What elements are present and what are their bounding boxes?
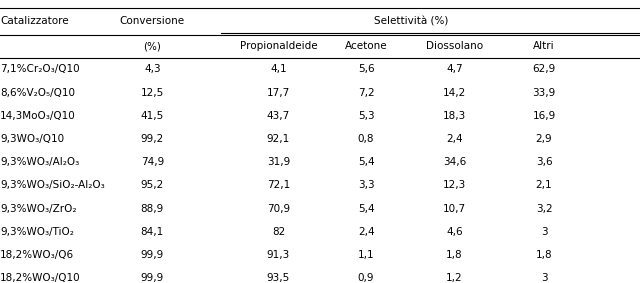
Text: 99,2: 99,2 [141, 134, 164, 144]
Text: 62,9: 62,9 [532, 64, 556, 74]
Text: Altri: Altri [533, 41, 555, 51]
Text: 9,3%WO₃/Al₂O₃: 9,3%WO₃/Al₂O₃ [0, 157, 79, 167]
Text: 5,3: 5,3 [358, 111, 374, 121]
Text: 95,2: 95,2 [141, 180, 164, 190]
Text: 93,5: 93,5 [267, 273, 290, 283]
Text: 2,9: 2,9 [536, 134, 552, 144]
Text: 4,3: 4,3 [144, 64, 161, 74]
Text: 3,3: 3,3 [358, 180, 374, 190]
Text: 0,9: 0,9 [358, 273, 374, 283]
Text: 9,3%WO₃/SiO₂-Al₂O₃: 9,3%WO₃/SiO₂-Al₂O₃ [0, 180, 105, 190]
Text: 7,1%Cr₂O₃/Q10: 7,1%Cr₂O₃/Q10 [0, 64, 79, 74]
Text: 12,3: 12,3 [443, 180, 466, 190]
Text: 0,8: 0,8 [358, 134, 374, 144]
Text: 70,9: 70,9 [267, 203, 290, 214]
Text: 34,6: 34,6 [443, 157, 466, 167]
Text: 3,2: 3,2 [536, 203, 552, 214]
Text: 9,3%WO₃/TiO₂: 9,3%WO₃/TiO₂ [0, 227, 74, 237]
Text: Catalizzatore: Catalizzatore [0, 16, 68, 26]
Text: 9,3WO₃/Q10: 9,3WO₃/Q10 [0, 134, 64, 144]
Text: 3: 3 [541, 273, 547, 283]
Text: 2,1: 2,1 [536, 180, 552, 190]
Text: 72,1: 72,1 [267, 180, 290, 190]
Text: 18,3: 18,3 [443, 111, 466, 121]
Text: 88,9: 88,9 [141, 203, 164, 214]
Text: 99,9: 99,9 [141, 273, 164, 283]
Text: 12,5: 12,5 [141, 87, 164, 98]
Text: 16,9: 16,9 [532, 111, 556, 121]
Text: 1,2: 1,2 [446, 273, 463, 283]
Text: 5,4: 5,4 [358, 157, 374, 167]
Text: 99,9: 99,9 [141, 250, 164, 260]
Text: 4,7: 4,7 [446, 64, 463, 74]
Text: 4,6: 4,6 [446, 227, 463, 237]
Text: 7,2: 7,2 [358, 87, 374, 98]
Text: Propionaldeide: Propionaldeide [239, 41, 317, 51]
Text: 74,9: 74,9 [141, 157, 164, 167]
Text: 14,3MoO₃/Q10: 14,3MoO₃/Q10 [0, 111, 76, 121]
Text: 4,1: 4,1 [270, 64, 287, 74]
Text: Acetone: Acetone [345, 41, 387, 51]
Text: 43,7: 43,7 [267, 111, 290, 121]
Text: 17,7: 17,7 [267, 87, 290, 98]
Text: 3,6: 3,6 [536, 157, 552, 167]
Text: 92,1: 92,1 [267, 134, 290, 144]
Text: 2,4: 2,4 [446, 134, 463, 144]
Text: 31,9: 31,9 [267, 157, 290, 167]
Text: 3: 3 [541, 227, 547, 237]
Text: Selettività (%): Selettività (%) [374, 16, 449, 26]
Text: 5,4: 5,4 [358, 203, 374, 214]
Text: 1,8: 1,8 [446, 250, 463, 260]
Text: 5,6: 5,6 [358, 64, 374, 74]
Text: Conversione: Conversione [120, 16, 185, 26]
Text: 41,5: 41,5 [141, 111, 164, 121]
Text: 18,2%WO₃/Q10: 18,2%WO₃/Q10 [0, 273, 81, 283]
Text: Diossolano: Diossolano [426, 41, 483, 51]
Text: 8,6%V₂O₅/Q10: 8,6%V₂O₅/Q10 [0, 87, 75, 98]
Text: 10,7: 10,7 [443, 203, 466, 214]
Text: 9,3%WO₃/ZrO₂: 9,3%WO₃/ZrO₂ [0, 203, 77, 214]
Text: 2,4: 2,4 [358, 227, 374, 237]
Text: 18,2%WO₃/Q6: 18,2%WO₃/Q6 [0, 250, 74, 260]
Text: 1,1: 1,1 [358, 250, 374, 260]
Text: 33,9: 33,9 [532, 87, 556, 98]
Text: 91,3: 91,3 [267, 250, 290, 260]
Text: (%): (%) [143, 41, 161, 51]
Text: 84,1: 84,1 [141, 227, 164, 237]
Text: 14,2: 14,2 [443, 87, 466, 98]
Text: 82: 82 [272, 227, 285, 237]
Text: 1,8: 1,8 [536, 250, 552, 260]
